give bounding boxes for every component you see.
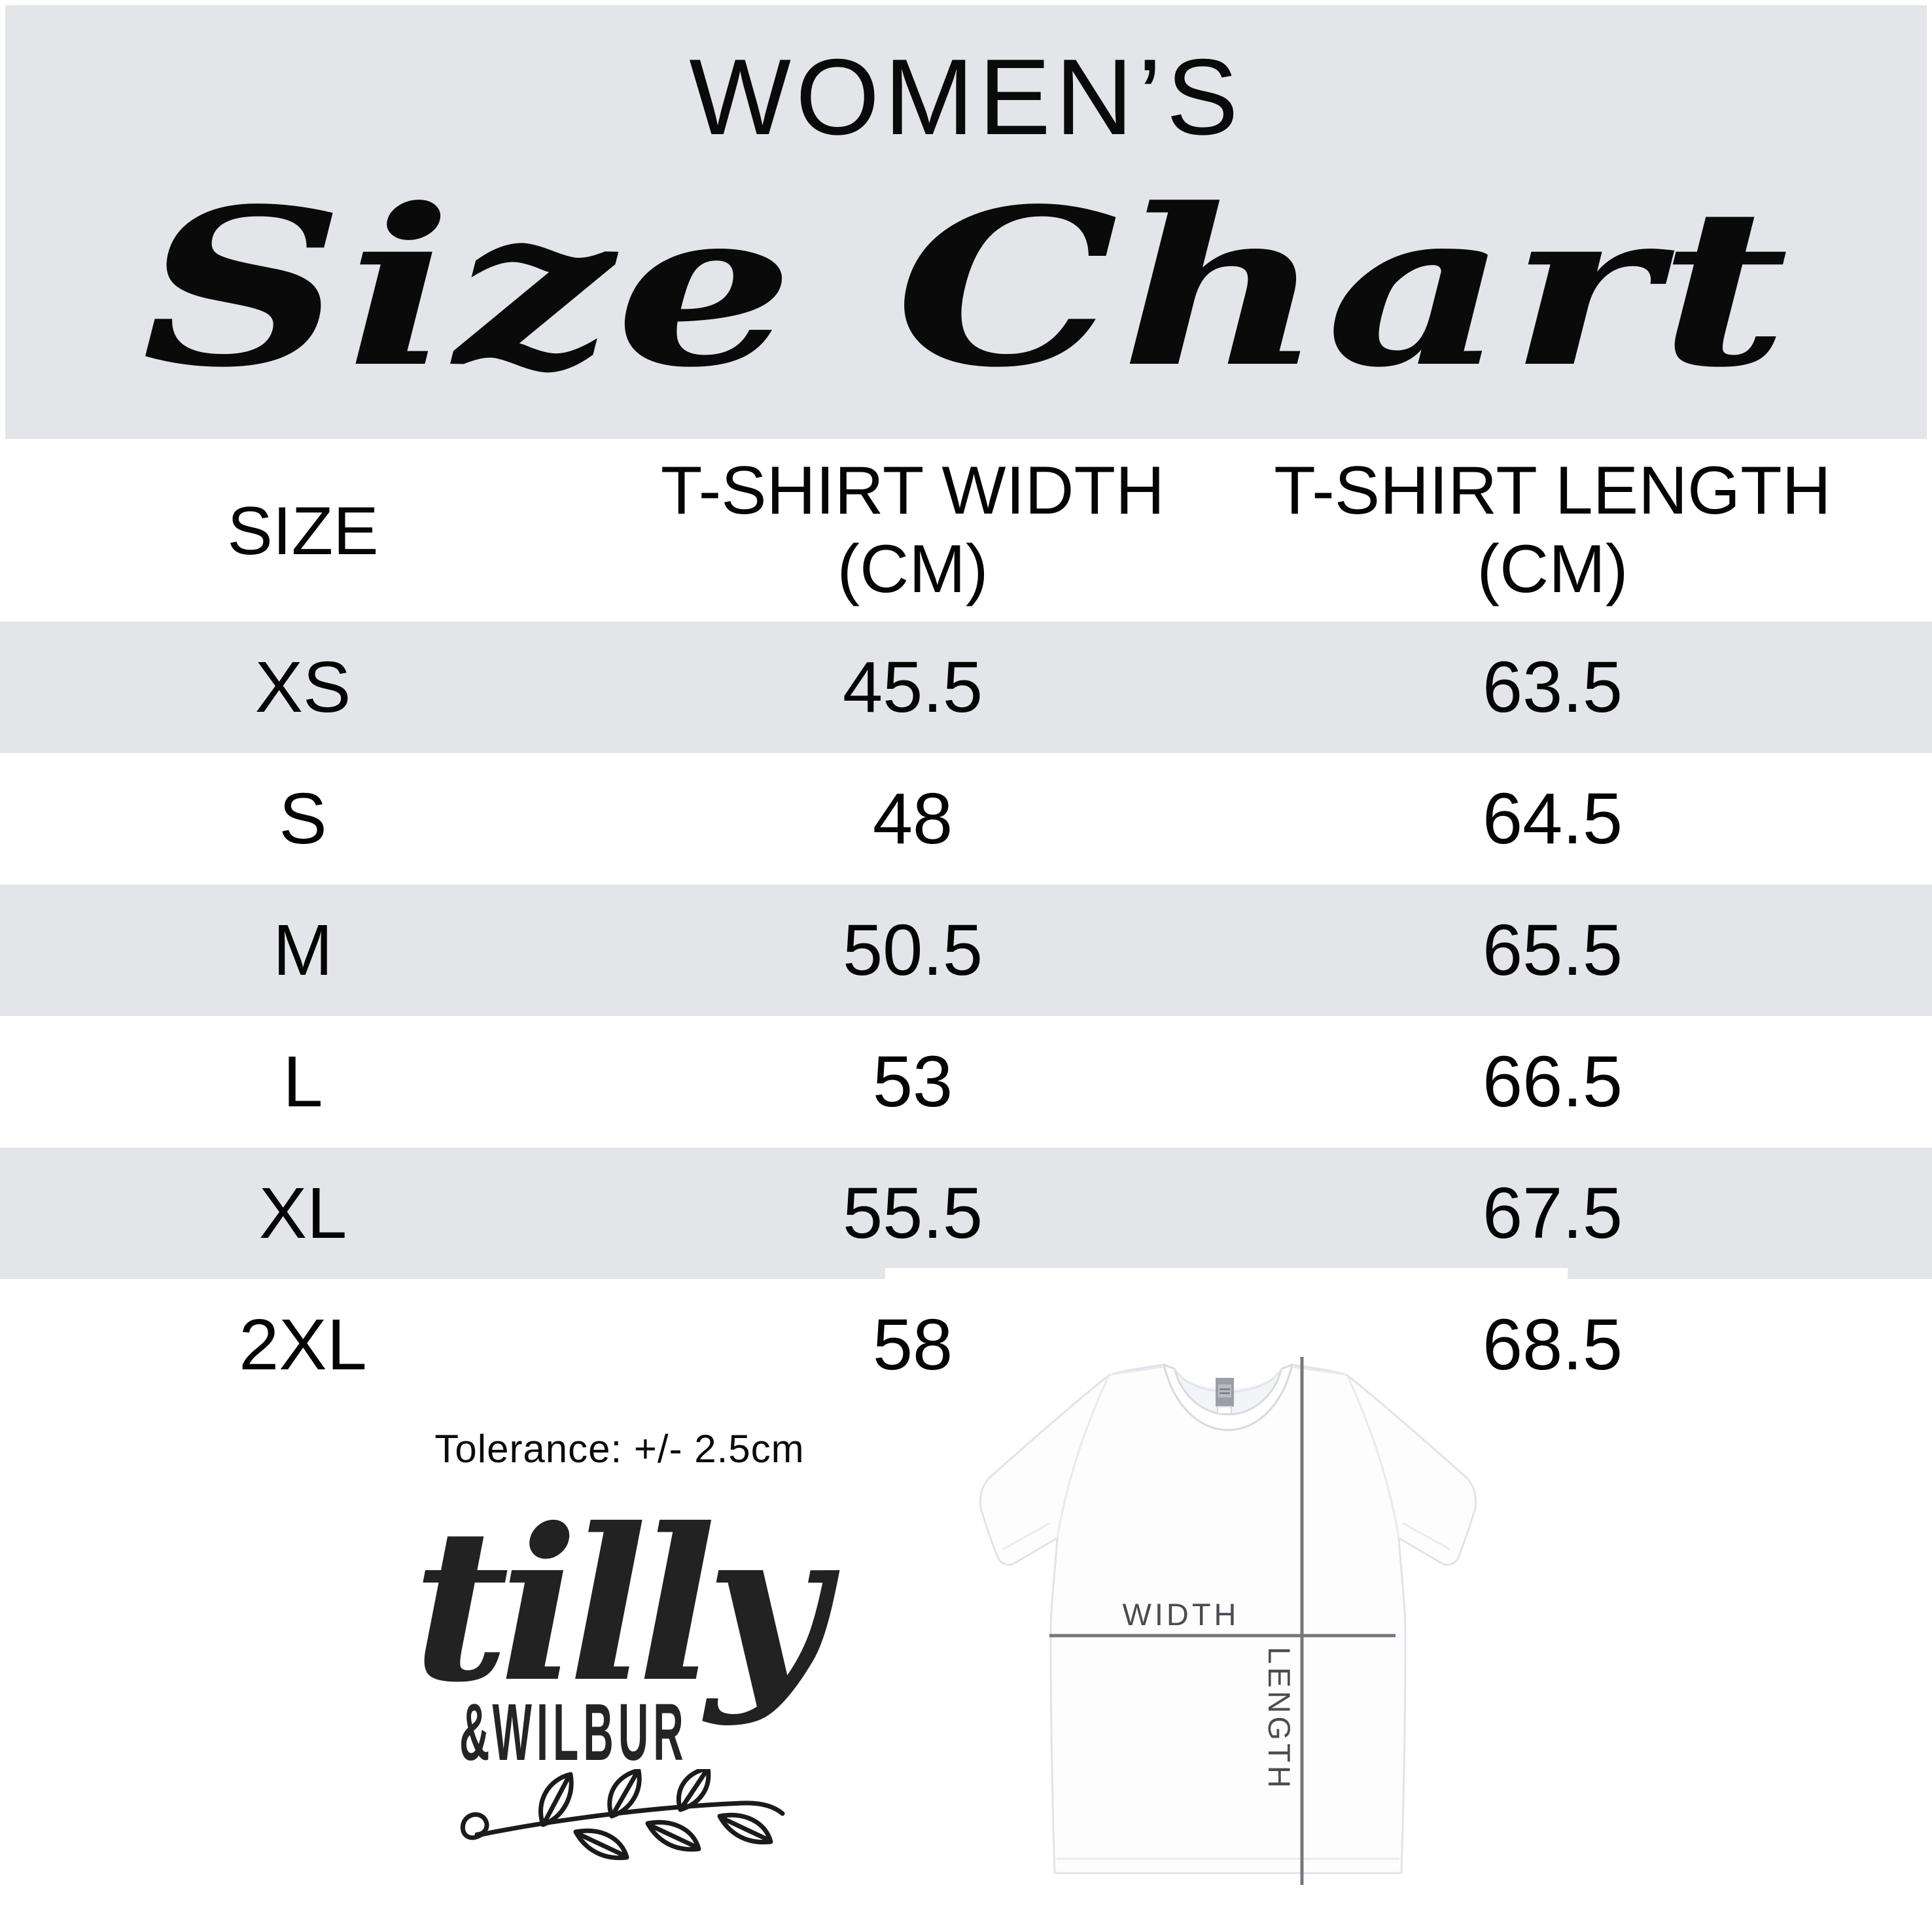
width-cell: 45.5 <box>842 647 983 728</box>
column-header-width: T-SHIRT WIDTH (CM) <box>660 453 1165 607</box>
logo-script-text: tilly <box>412 1483 828 1729</box>
table-row-l: L 53 66.5 <box>0 1016 1932 1148</box>
length-label: LENGTH <box>1262 1647 1297 1791</box>
table-row-2xl: 2XL 58 68.5 <box>0 1279 1932 1411</box>
length-cell: 67.5 <box>1482 1173 1623 1254</box>
length-cell: 66.5 <box>1482 1042 1623 1122</box>
length-cell: 64.5 <box>1482 779 1623 859</box>
logo-ampersand: & <box>459 1688 490 1778</box>
size-chart-title: Size Chart <box>141 161 1791 415</box>
size-cell: L <box>283 1042 323 1122</box>
neck-label-tag <box>1216 1378 1234 1414</box>
length-cell: 68.5 <box>1482 1305 1623 1385</box>
width-cell: 50.5 <box>842 910 983 991</box>
length-cell: 65.5 <box>1482 910 1623 991</box>
size-cell: XL <box>258 1173 347 1254</box>
tshirt-body <box>979 1363 1477 1874</box>
width-cell: 58 <box>872 1305 953 1385</box>
branch-icon <box>459 1766 786 1871</box>
womens-kicker: WOMEN’S <box>689 37 1243 157</box>
tolerance-note: Tolerance: +/- 2.5cm <box>434 1427 805 1471</box>
width-cell: 48 <box>872 779 953 859</box>
table-row-s: S 48 64.5 <box>0 753 1932 885</box>
size-cell: XS <box>255 647 351 728</box>
logo-word: WILBUR <box>492 1688 688 1778</box>
seam-lines <box>1002 1365 1450 1860</box>
column-header-size: SIZE <box>227 493 379 569</box>
length-cell: 63.5 <box>1482 647 1623 728</box>
size-cell: M <box>273 910 333 991</box>
collar <box>1163 1363 1293 1431</box>
width-label: WIDTH <box>1122 1597 1239 1632</box>
table-row-m: M 50.5 65.5 <box>0 885 1932 1016</box>
logo-subtitle: & WILBUR <box>275 1688 872 1773</box>
table-row-xl: XL 55.5 67.5 <box>0 1148 1932 1279</box>
column-header-length: T-SHIRT LENGTH (CM) <box>1274 453 1831 607</box>
width-cell: 55.5 <box>842 1173 983 1254</box>
tshirt-photo: WIDTH LENGTH <box>885 1268 1568 1932</box>
size-cell: S <box>279 779 327 859</box>
size-cell: 2XL <box>239 1305 367 1385</box>
header-banner: WOMEN’S Size Chart <box>5 5 1927 439</box>
tshirt-illustration: WIDTH LENGTH <box>885 1268 1568 1932</box>
width-cell: 53 <box>872 1042 953 1122</box>
table-row-xs: XS 45.5 63.5 <box>0 622 1932 753</box>
